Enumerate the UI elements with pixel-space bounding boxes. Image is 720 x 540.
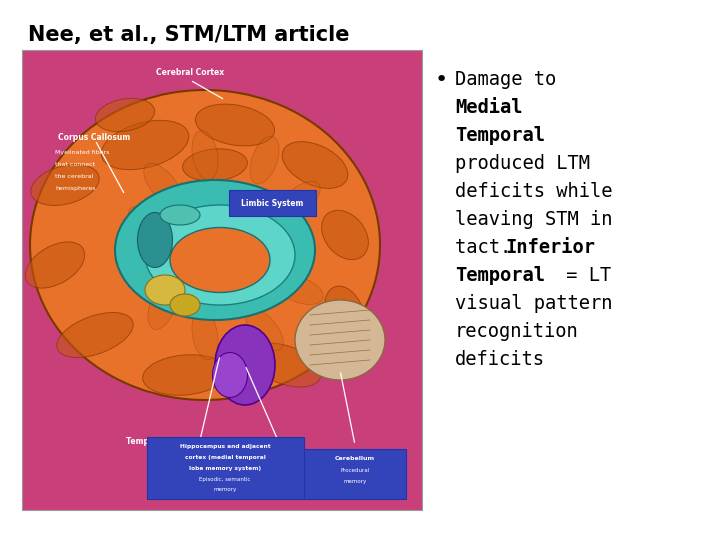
Text: the cerebral: the cerebral [55,174,94,179]
Text: Temporal Lobe: Temporal Lobe [126,437,190,446]
FancyBboxPatch shape [147,437,304,499]
Ellipse shape [115,180,315,320]
Text: deficits: deficits [455,350,545,369]
Ellipse shape [31,165,99,205]
FancyBboxPatch shape [22,50,422,510]
Text: recognition: recognition [455,322,579,341]
Text: Myelinated fibers: Myelinated fibers [55,150,109,155]
Ellipse shape [295,300,385,380]
Text: Cerebellum: Cerebellum [335,456,375,461]
Ellipse shape [57,313,133,357]
Ellipse shape [170,294,200,316]
Ellipse shape [25,242,85,288]
Ellipse shape [265,232,315,258]
Ellipse shape [212,353,248,397]
Text: Temporal: Temporal [455,126,545,145]
Text: memory: memory [213,487,237,492]
Text: Limbic System: Limbic System [240,199,303,207]
Text: Nee, et al., STM/LTM article: Nee, et al., STM/LTM article [28,25,349,45]
Ellipse shape [143,355,228,395]
Text: Temporal: Temporal [455,266,545,285]
Text: that connect: that connect [55,162,95,167]
Ellipse shape [282,141,348,188]
Ellipse shape [95,98,155,132]
Ellipse shape [148,282,177,329]
Ellipse shape [322,210,369,260]
Text: produced LTM: produced LTM [455,154,590,173]
Text: leaving STM in: leaving STM in [455,210,613,229]
Text: •: • [435,70,449,90]
Ellipse shape [276,275,323,305]
Ellipse shape [145,205,295,305]
FancyBboxPatch shape [229,190,316,216]
Ellipse shape [132,252,173,289]
Text: lobe memory system): lobe memory system) [189,466,261,471]
Ellipse shape [325,286,366,344]
Text: hemispheres: hemispheres [55,186,96,191]
Ellipse shape [246,309,283,350]
Ellipse shape [160,205,200,225]
Text: Cerebral Cortex: Cerebral Cortex [156,68,224,77]
Ellipse shape [192,131,218,180]
Text: = LT: = LT [555,266,611,285]
Ellipse shape [195,104,274,146]
Text: tact.: tact. [455,238,523,257]
Ellipse shape [30,90,380,400]
Text: deficits while: deficits while [455,182,613,201]
Text: Corpus Callosum: Corpus Callosum [58,133,130,143]
Text: Procedural: Procedural [341,468,369,473]
Ellipse shape [130,232,179,258]
Ellipse shape [170,227,270,293]
Text: Medial: Medial [455,98,523,117]
Text: visual pattern: visual pattern [455,294,613,313]
Ellipse shape [279,181,320,219]
FancyBboxPatch shape [304,449,406,499]
Ellipse shape [145,275,185,305]
Text: Damage to: Damage to [455,70,557,89]
Ellipse shape [183,149,248,181]
Ellipse shape [215,325,275,405]
Ellipse shape [249,343,321,387]
Ellipse shape [101,120,189,170]
Ellipse shape [250,136,279,184]
Ellipse shape [192,310,218,360]
Ellipse shape [144,164,181,205]
Text: Inferior: Inferior [505,238,595,257]
Text: Episodic, semantic: Episodic, semantic [199,477,251,482]
Ellipse shape [128,205,176,234]
Text: cortex (medial temporal: cortex (medial temporal [184,455,266,460]
Text: Hippocampus and adjacent: Hippocampus and adjacent [180,444,270,449]
Text: memory: memory [343,479,366,484]
Ellipse shape [138,213,173,267]
